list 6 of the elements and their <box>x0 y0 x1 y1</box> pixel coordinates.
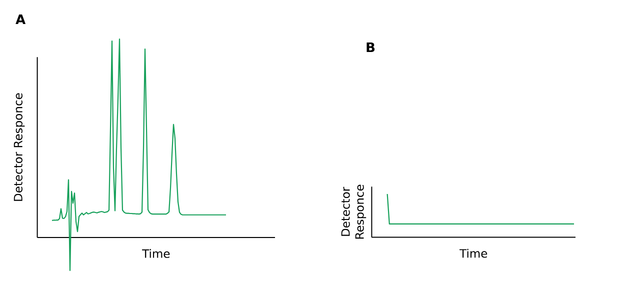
chart-title: B <box>366 42 375 52</box>
x-axis-title: Time <box>460 248 488 258</box>
x-axis-title: Time <box>142 249 170 258</box>
y-axis-title: Detector Responce <box>14 93 25 201</box>
chart-title: A <box>16 14 26 24</box>
y-axis-title: Detector Responce <box>341 184 366 239</box>
